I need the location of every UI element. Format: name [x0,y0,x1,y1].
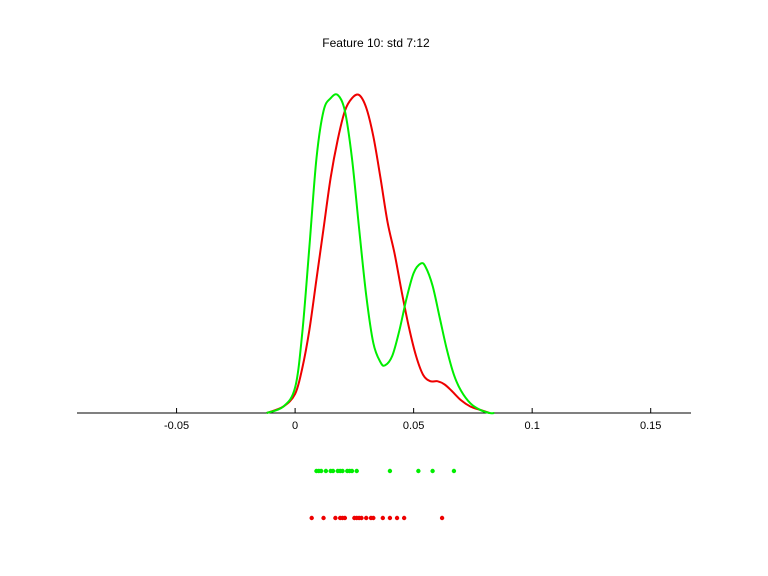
rug-point-0 [387,468,393,474]
rug-point-0 [318,468,324,474]
rug-point-0 [451,468,457,474]
rug-point-1 [364,515,369,521]
rug-point-1 [359,515,364,521]
rug-point-1 [439,515,445,521]
x-tick-label: 0.1 [525,420,540,432]
rug-point-1 [387,515,393,521]
rug-point-1 [309,515,314,521]
rug-point-0 [349,468,355,474]
density-curve-0 [266,93,495,415]
rug-point-0 [330,468,336,474]
density-curve-1 [266,93,490,414]
x-tick-label: 0 [292,420,298,432]
x-tick-label: 0.05 [403,420,424,432]
density-curves [266,93,495,415]
rug-point-0 [354,468,359,474]
rug-point-0 [416,468,421,474]
x-tick-label: 0.15 [640,420,661,432]
rug-point-1 [380,515,386,521]
rug-point-1 [342,515,348,521]
rug-point-1 [401,515,407,521]
rug-point-1 [321,515,326,521]
rug-point-0 [430,468,435,474]
rug-point-1 [371,515,376,521]
rug-point-0 [323,468,329,474]
chart-title: Feature 10: std 7:12 [322,36,430,50]
rug-point-1 [333,515,338,521]
x-axis-ticks: -0.05 0 0.05 0.1 0.15 [164,408,661,432]
rug-point-1 [394,515,400,521]
rug-plots [309,468,457,521]
x-tick-label: -0.05 [164,420,189,432]
rug-point-0 [340,468,345,474]
